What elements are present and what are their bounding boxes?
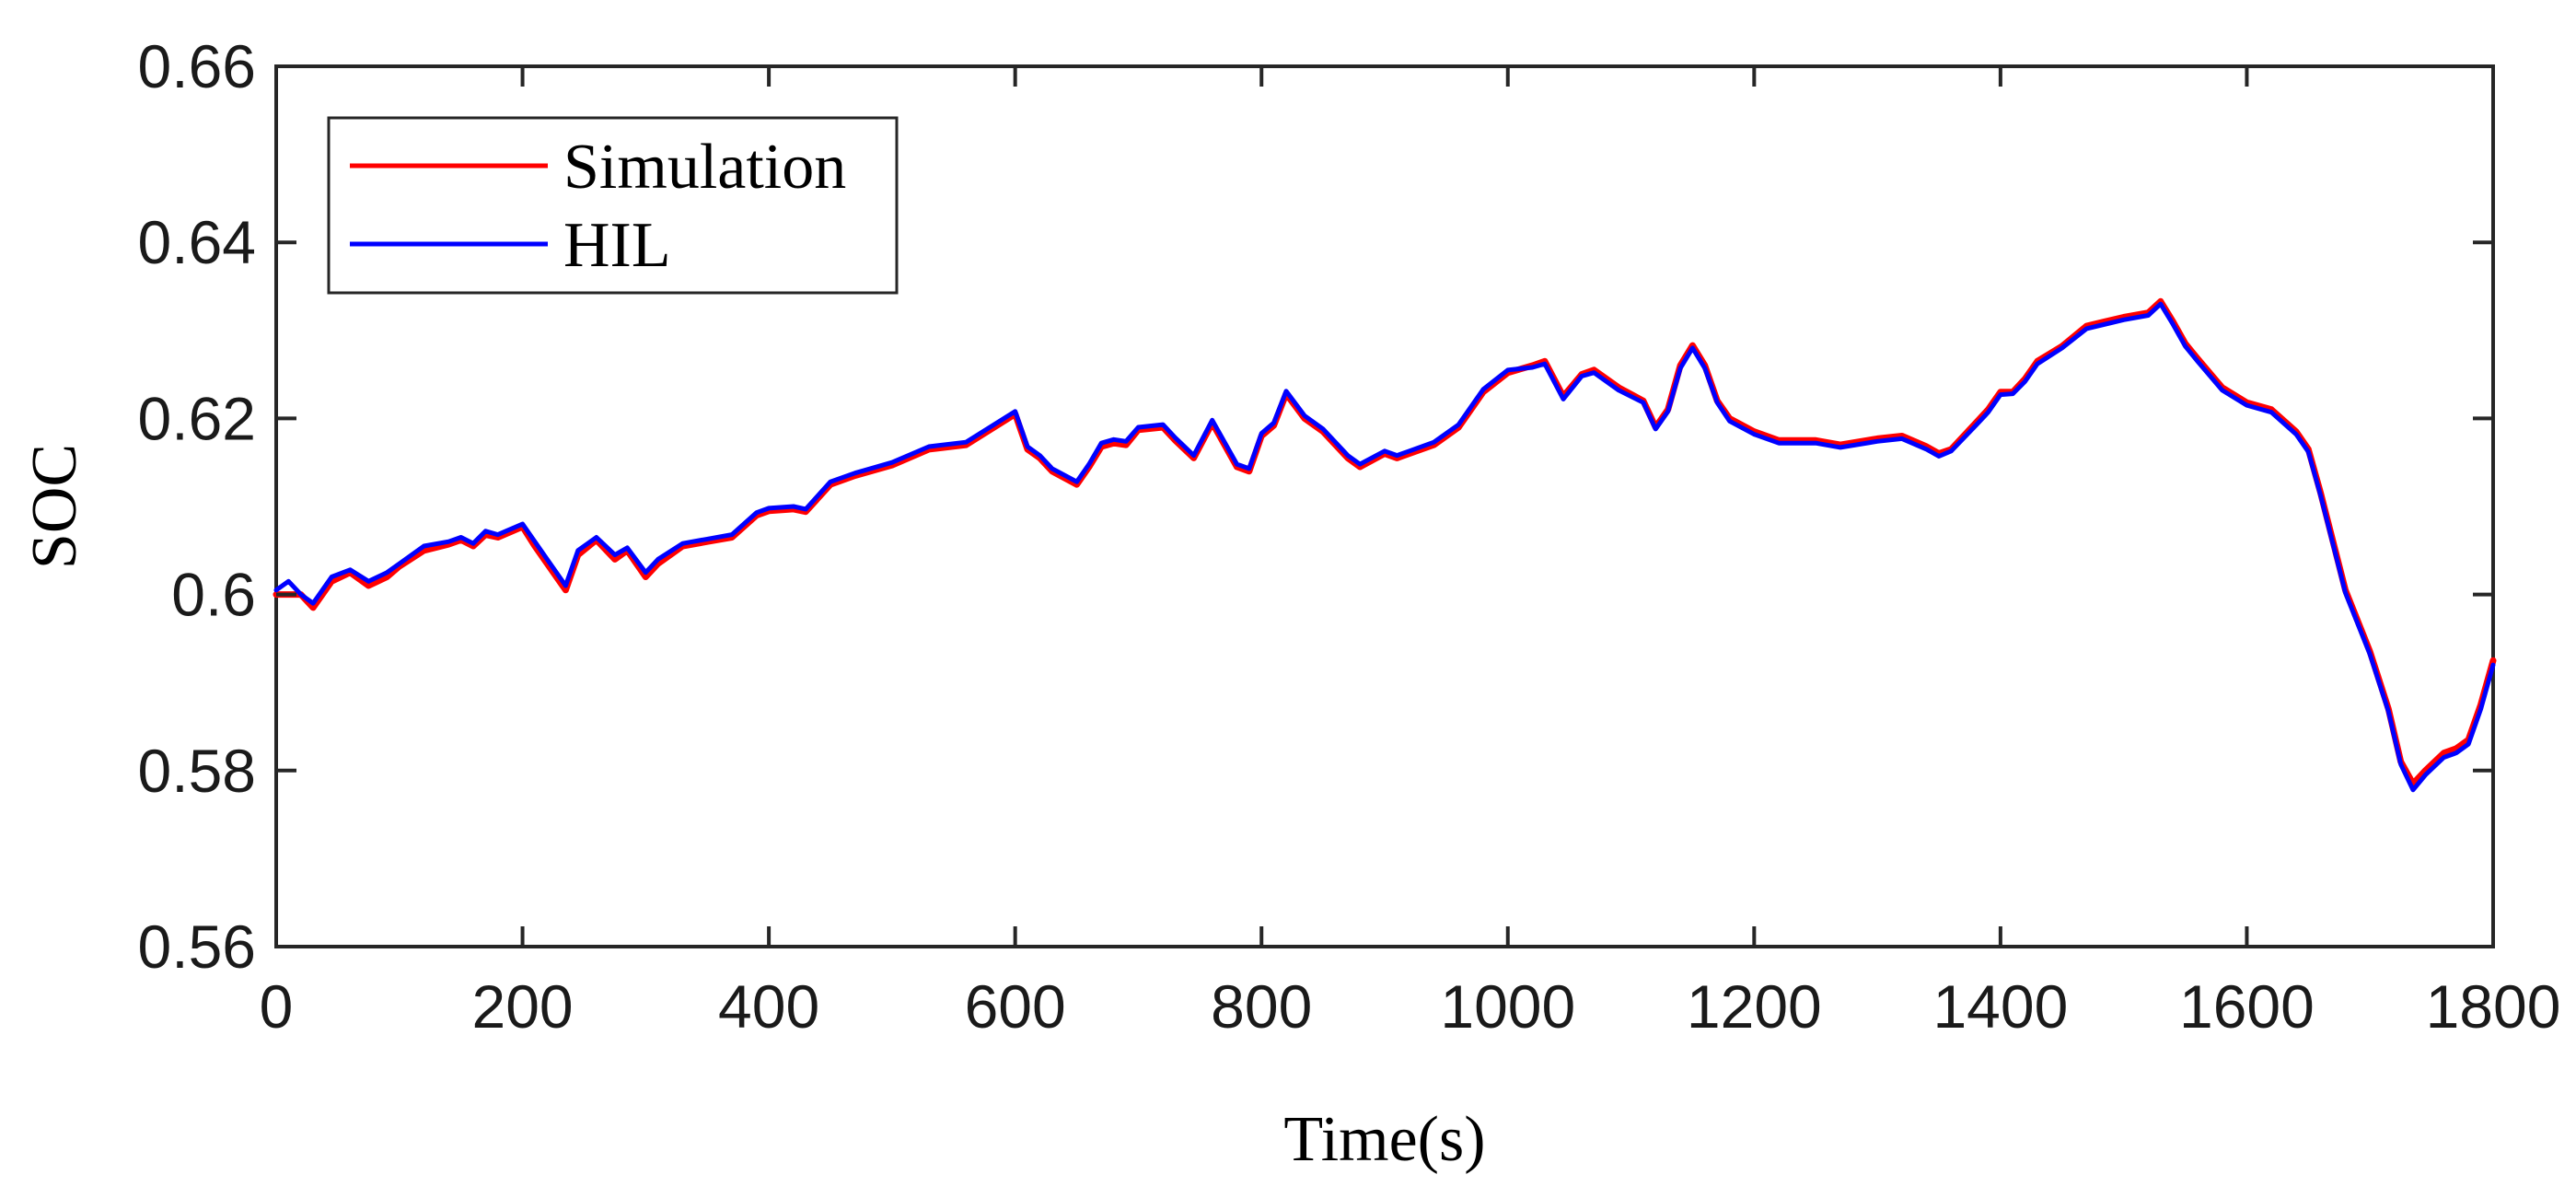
x-axis: 0 200 400 600 800 1000 1200 1400 1600 1800 (260, 66, 2561, 1041)
plot-area (273, 64, 2497, 948)
y-axis-title: SOC (19, 444, 90, 569)
series-line-hil (273, 301, 2496, 793)
y-axis: 0.56 0.58 0.6 0.62 0.64 0.66 (138, 32, 2493, 981)
y-tick-label: 0.58 (138, 737, 256, 805)
y-tick-label: 0.56 (138, 913, 256, 981)
y-tick-label: 0.62 (138, 384, 256, 452)
x-tick-label: 1400 (1932, 972, 2068, 1041)
series-line-simulation (273, 297, 2497, 787)
legend: Simulation HIL (327, 116, 899, 295)
x-axis-title: Time(s) (1283, 1104, 1485, 1175)
legend-label-simulation: Simulation (563, 132, 846, 203)
y-tick-label: 0.64 (138, 208, 256, 276)
x-tick-label: 400 (718, 972, 819, 1041)
legend-label-hil: HIL (563, 210, 671, 281)
y-tick-label: 0.66 (138, 32, 256, 100)
x-tick-label: 600 (965, 972, 1066, 1041)
x-tick-label: 1800 (2426, 972, 2561, 1041)
series-group (273, 297, 2497, 793)
x-tick-label: 1600 (2179, 972, 2315, 1041)
x-tick-label: 200 (471, 972, 573, 1041)
axes-frame (274, 64, 2495, 948)
x-tick-label: 1000 (1440, 972, 1575, 1041)
x-tick-label: 0 (260, 972, 294, 1041)
y-tick-label: 0.6 (171, 561, 256, 629)
legend-box (327, 116, 899, 295)
x-tick-label: 800 (1211, 972, 1312, 1041)
x-tick-label: 1200 (1687, 972, 1822, 1041)
